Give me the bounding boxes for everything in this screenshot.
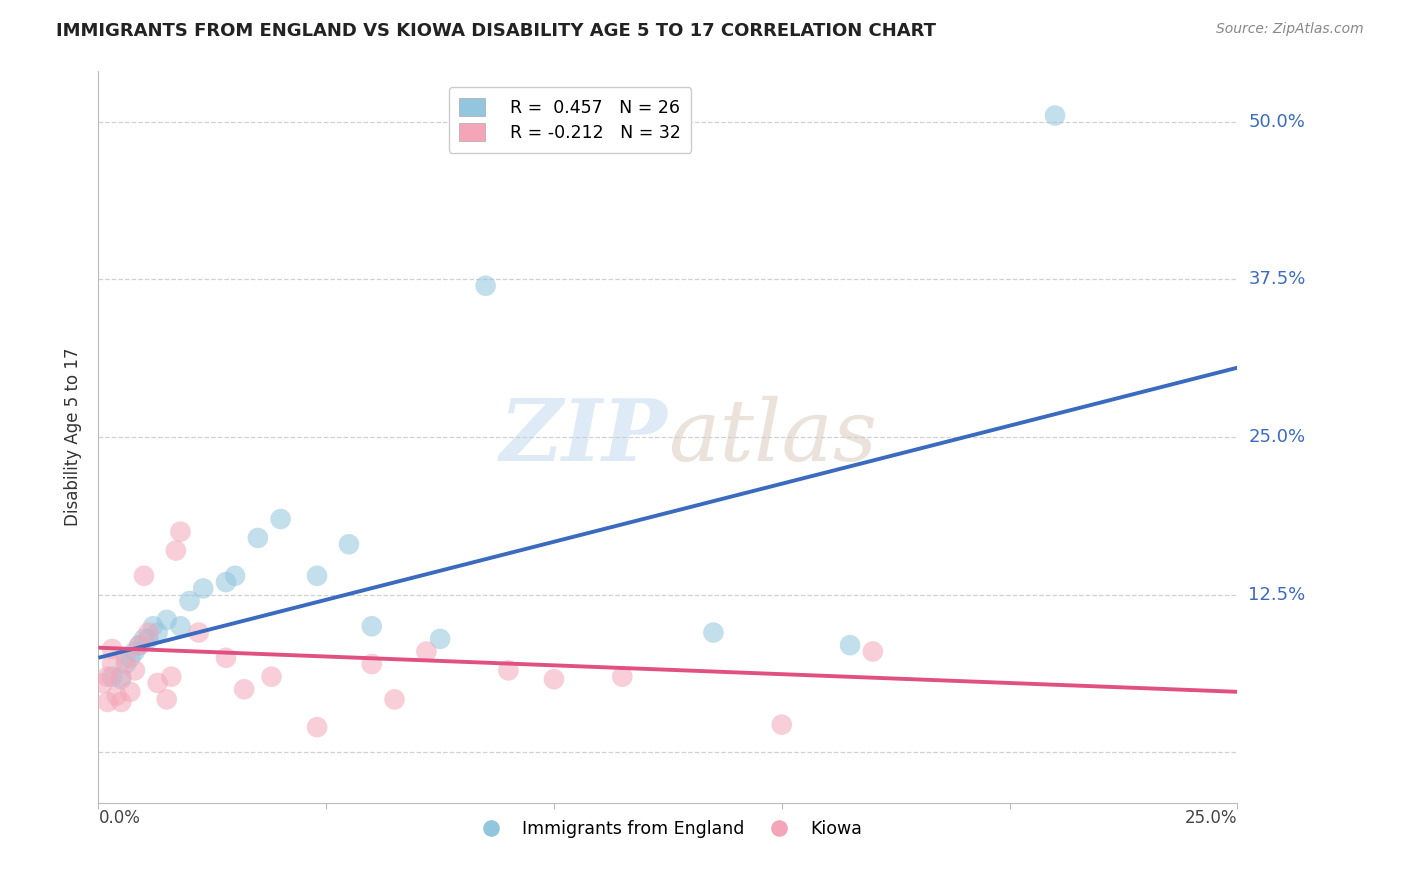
Point: [138, 632, 160, 646]
Point: [132, 632, 155, 646]
Point: [101, 642, 124, 657]
Point: [307, 569, 329, 583]
Text: IMMIGRANTS FROM ENGLAND VS KIOWA DISABILITY AGE 5 TO 17 CORRELATION CHART: IMMIGRANTS FROM ENGLAND VS KIOWA DISABIL…: [56, 22, 936, 40]
Point: [498, 664, 520, 678]
Text: atlas: atlas: [668, 396, 877, 478]
Text: ZIP: ZIP: [501, 395, 668, 479]
Point: [360, 657, 382, 671]
Point: [270, 512, 292, 526]
Point: [215, 650, 238, 665]
Point: [120, 650, 142, 665]
Text: 25.0%: 25.0%: [1185, 809, 1237, 827]
Point: [612, 670, 634, 684]
Text: 37.5%: 37.5%: [1249, 270, 1306, 288]
Text: 25.0%: 25.0%: [1249, 428, 1306, 446]
Point: [128, 638, 150, 652]
Point: [169, 524, 191, 539]
Text: 12.5%: 12.5%: [1249, 586, 1306, 604]
Point: [110, 695, 132, 709]
Point: [193, 582, 215, 596]
Point: [1043, 108, 1066, 122]
Point: [128, 638, 150, 652]
Point: [360, 619, 382, 633]
Point: [215, 575, 238, 590]
Point: [124, 644, 146, 658]
Point: [384, 692, 406, 706]
Point: [224, 569, 246, 583]
Point: [120, 685, 142, 699]
Point: [96, 695, 118, 709]
Point: [429, 632, 451, 646]
Point: [187, 625, 209, 640]
Point: [474, 278, 496, 293]
Point: [839, 638, 862, 652]
Point: [146, 625, 169, 640]
Point: [165, 543, 187, 558]
Point: [110, 672, 132, 686]
Point: [246, 531, 269, 545]
Point: [233, 682, 256, 697]
Text: 50.0%: 50.0%: [1249, 112, 1305, 131]
Point: [96, 670, 118, 684]
Point: [132, 569, 155, 583]
Point: [169, 619, 191, 633]
Text: Source: ZipAtlas.com: Source: ZipAtlas.com: [1216, 22, 1364, 37]
Text: 0.0%: 0.0%: [98, 809, 141, 827]
Point: [91, 676, 114, 690]
Point: [179, 594, 201, 608]
Point: [156, 692, 179, 706]
Point: [543, 672, 565, 686]
Point: [114, 650, 136, 665]
Point: [862, 644, 884, 658]
Point: [105, 689, 128, 703]
Point: [337, 537, 360, 551]
Legend: Immigrants from England, Kiowa: Immigrants from England, Kiowa: [467, 814, 869, 846]
Point: [415, 644, 437, 658]
Point: [138, 625, 160, 640]
Point: [156, 613, 179, 627]
Point: [307, 720, 329, 734]
Point: [160, 670, 183, 684]
Y-axis label: Disability Age 5 to 17: Disability Age 5 to 17: [65, 348, 83, 526]
Point: [101, 670, 124, 684]
Point: [124, 664, 146, 678]
Point: [114, 657, 136, 671]
Point: [146, 676, 169, 690]
Point: [770, 717, 793, 731]
Point: [702, 625, 724, 640]
Point: [110, 670, 132, 684]
Point: [101, 657, 124, 671]
Point: [142, 619, 165, 633]
Point: [260, 670, 283, 684]
